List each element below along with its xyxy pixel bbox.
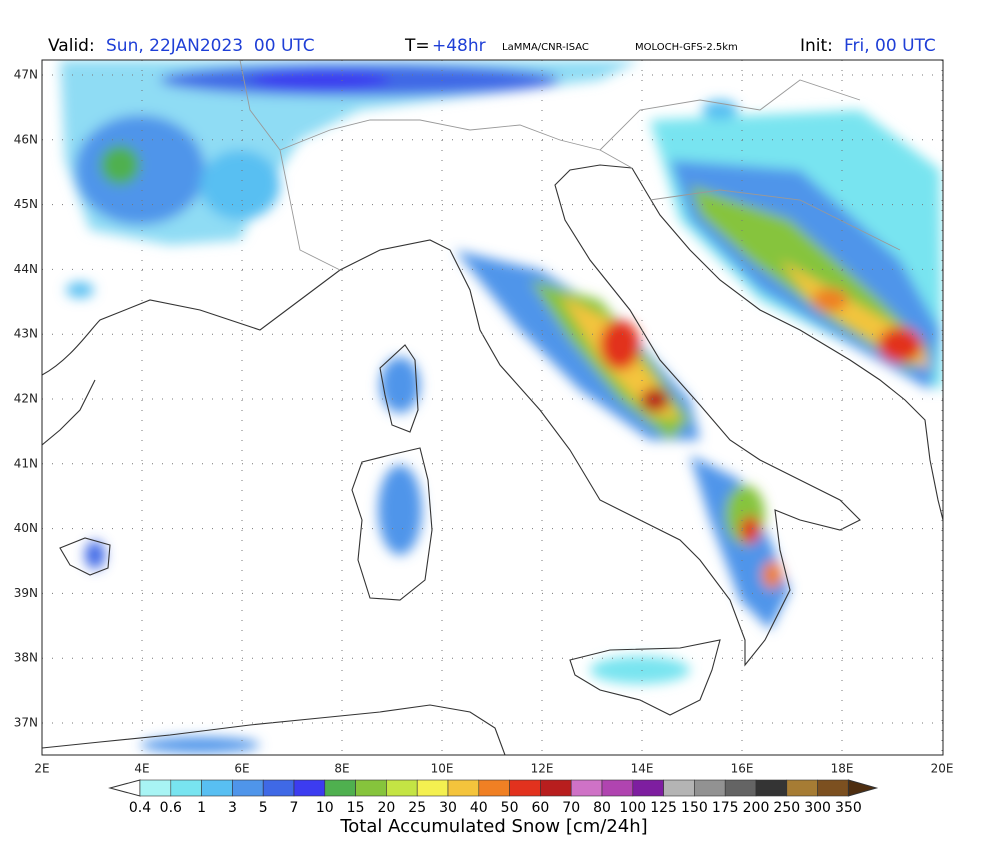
colorbar-label: 7	[290, 800, 299, 816]
lon-label: 12E	[531, 762, 554, 776]
colorbar-box	[817, 779, 849, 797]
colorbar-label: 25	[408, 800, 426, 816]
map-axes: 47N 46N 45N 44N 43N 42N 41N 40N 39N 38N 37N 2E 4E 6E 8…	[14, 68, 954, 776]
colorbar-box	[355, 779, 387, 797]
lat-label: 37N	[14, 716, 38, 730]
colorbar-box	[540, 779, 572, 797]
colorbar-label: 150	[681, 800, 708, 816]
colorbar-under	[108, 779, 141, 797]
colorbar-label: 350	[835, 800, 862, 816]
valid-label: Valid:	[48, 36, 95, 56]
t-label: T=	[404, 36, 430, 56]
colorbar-label: 20	[377, 800, 395, 816]
colorbar-box	[570, 779, 603, 797]
colorbar-label: 1	[197, 800, 206, 816]
colorbar-box	[509, 779, 541, 797]
colorbar-label: 5	[259, 800, 268, 816]
colorbar-box	[786, 779, 818, 797]
lon-label: 18E	[831, 762, 854, 776]
colorbar-label: 100	[619, 800, 646, 816]
colorbar-label: 15	[347, 800, 365, 816]
colorbar: 0.4 0.6 1 3 5 7 10 15 20 25 30 40 50 60 70 80 100 125 150 1…	[108, 779, 879, 816]
colorbar-label: 175	[712, 800, 739, 816]
lon-label: 4E	[134, 762, 149, 776]
init-label: Init:	[800, 36, 833, 56]
colorbar-box	[724, 779, 757, 797]
colorbar-label: 30	[439, 800, 457, 816]
lat-label: 39N	[14, 586, 38, 600]
init-value: Fri, 00 UTC	[844, 36, 936, 56]
lat-label: 42N	[14, 392, 38, 406]
colorbar-title: Total Accumulated Snow [cm/24h]	[339, 816, 647, 837]
lon-label: 2E	[34, 762, 49, 776]
colorbar-label: 3	[228, 800, 237, 816]
colorbar-box	[694, 779, 726, 797]
colorbar-label: 80	[593, 800, 611, 816]
map-frame	[41, 59, 944, 756]
colorbar-box	[139, 779, 172, 797]
colorbar-label: 10	[316, 800, 334, 816]
colorbar-box	[201, 779, 233, 797]
lat-label: 43N	[14, 327, 38, 341]
colorbar-box	[386, 779, 418, 797]
colorbar-box	[262, 779, 295, 797]
colorbar-label: 200	[743, 800, 770, 816]
colorbar-box	[663, 779, 695, 797]
lat-label: 40N	[14, 521, 38, 535]
colorbar-box	[232, 779, 264, 797]
lon-label: 10E	[431, 762, 454, 776]
t-value: +48hr	[432, 36, 486, 56]
colorbar-label: 125	[650, 800, 677, 816]
valid-value: Sun, 22JAN2023 00 UTC	[106, 36, 315, 56]
colorbar-box	[755, 779, 788, 797]
lon-label: 16E	[731, 762, 754, 776]
lat-label: 46N	[14, 132, 38, 146]
colorbar-label: 300	[804, 800, 831, 816]
colorbar-box	[416, 779, 449, 797]
lat-label: 41N	[14, 456, 38, 470]
coastlines	[42, 164, 943, 755]
colorbar-label: 60	[531, 800, 549, 816]
colorbar-label: 50	[501, 800, 519, 816]
colorbar-box	[601, 779, 634, 797]
colorbar-box	[447, 779, 480, 797]
graticule	[42, 60, 943, 755]
lon-label: 8E	[334, 762, 349, 776]
map	[42, 60, 943, 755]
colorbar-box	[170, 779, 202, 797]
lat-label: 45N	[14, 197, 38, 211]
colorbar-over	[847, 779, 879, 797]
lat-label: 38N	[14, 651, 38, 665]
colorbar-box	[632, 779, 664, 797]
source: LaMMA/CNR-ISAC	[502, 42, 589, 53]
lon-label: 14E	[631, 762, 654, 776]
colorbar-label: 0.6	[160, 800, 182, 816]
colorbar-box	[478, 779, 510, 797]
colorbar-box	[324, 779, 356, 797]
lat-label: 47N	[14, 68, 38, 82]
model: MOLOCH-GFS-2.5km	[635, 42, 738, 53]
lat-label: 44N	[14, 262, 38, 276]
header: Valid: Sun, 22JAN2023 00 UTC T= +48hr La…	[48, 36, 936, 56]
lon-label: 20E	[931, 762, 954, 776]
colorbar-box	[293, 779, 326, 797]
colorbar-label: 40	[470, 800, 488, 816]
lon-label: 6E	[234, 762, 249, 776]
colorbar-label: 250	[773, 800, 800, 816]
borders	[239, 60, 901, 271]
snow-field	[60, 60, 943, 753]
colorbar-label: 70	[562, 800, 580, 816]
colorbar-label: 0.4	[129, 800, 151, 816]
